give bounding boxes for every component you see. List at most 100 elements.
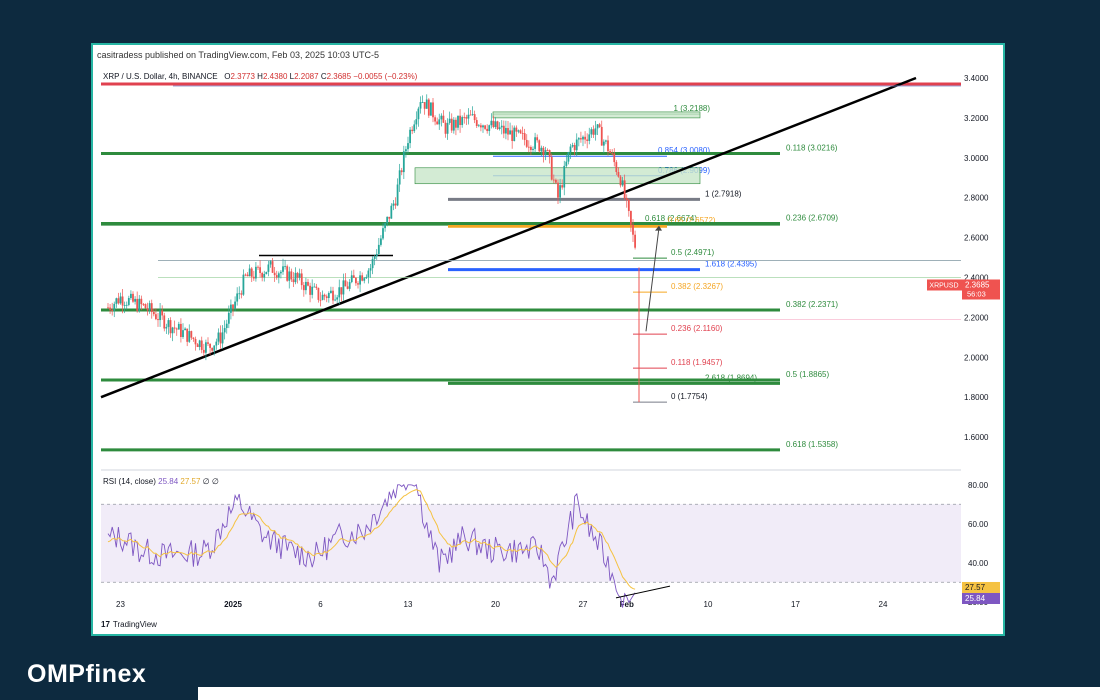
candle-body — [384, 223, 386, 229]
candle-body — [107, 307, 109, 309]
high-label: H — [257, 72, 263, 81]
candle-body — [219, 332, 222, 344]
time-tick-label: 27 — [579, 600, 588, 609]
candle-body — [198, 340, 201, 348]
price-level-label: 0.5 (2.4971) — [671, 248, 714, 257]
rsi-ma-badge — [962, 581, 1000, 593]
candle-body — [575, 139, 578, 151]
candle-body — [602, 141, 605, 146]
candle-body — [244, 274, 247, 276]
candle-body — [275, 275, 278, 278]
candle-body — [142, 304, 145, 305]
bottom-strip — [198, 687, 1100, 700]
price-level-label: 0.118 (1.9457) — [671, 358, 723, 367]
candle-body — [436, 121, 439, 125]
symbol-badge-text: XRPUSD — [929, 282, 958, 289]
candle-body — [180, 323, 182, 337]
candle-body — [621, 180, 624, 186]
price-level-label: 0.118 (3.0216) — [786, 143, 838, 152]
candle-body — [338, 287, 341, 298]
candle-body — [432, 102, 434, 118]
candle-body — [463, 117, 466, 118]
candle-body — [271, 261, 274, 273]
candle-body — [409, 129, 411, 144]
candle-body — [305, 281, 307, 291]
candle-body — [175, 328, 178, 330]
candle-body — [290, 271, 293, 280]
time-tick-label: 17 — [791, 600, 800, 609]
price-tick-label: 3.0000 — [964, 154, 989, 163]
candle-body — [494, 121, 497, 128]
candle-body — [475, 120, 478, 127]
candle-body — [252, 276, 255, 279]
low-label: L — [289, 72, 295, 81]
candle-body — [246, 274, 249, 277]
candle-body — [227, 312, 230, 324]
price-level-label: 1 (2.7918) — [705, 189, 742, 198]
rsi-tick-label: 60.00 — [968, 520, 989, 529]
candle-body — [127, 298, 130, 305]
candle-body — [138, 298, 141, 311]
candle-body — [613, 153, 616, 163]
candle-body — [459, 115, 461, 126]
candle-body — [505, 128, 507, 134]
candle-body — [502, 125, 505, 134]
time-tick-label: 6 — [318, 600, 323, 609]
candle-body — [294, 272, 297, 283]
candle-body — [163, 315, 166, 329]
high-value: 2.4380 — [262, 72, 288, 81]
candle-body — [427, 99, 430, 116]
candle-body — [125, 304, 128, 306]
supply-zone-lower — [414, 167, 701, 185]
candle-body — [536, 137, 539, 141]
candle-body — [319, 299, 322, 301]
price-tick-label: 2.4000 — [964, 274, 989, 283]
candle-body — [365, 277, 368, 279]
low-value: 2.2087 — [294, 72, 319, 81]
candle-body — [448, 118, 451, 123]
candle-body — [269, 261, 272, 265]
price-level-label: 0.618 (2.6674) — [645, 214, 697, 223]
candle-body — [611, 153, 614, 154]
candle-body — [498, 127, 501, 129]
candle-body — [267, 264, 270, 272]
candle-body — [550, 156, 553, 180]
close-value: 2.3685 — [326, 72, 352, 81]
time-tick-label: 20 — [491, 600, 500, 609]
candle-body — [344, 280, 347, 287]
candle-body — [346, 286, 349, 289]
candle-body — [538, 140, 541, 152]
candle-body — [225, 323, 228, 329]
candle-body — [121, 296, 124, 306]
candle-body — [134, 298, 136, 302]
candle-body — [405, 149, 407, 152]
candle-body — [309, 285, 311, 295]
candle-body — [627, 199, 630, 212]
candle-body — [540, 147, 543, 152]
candle-body — [421, 102, 424, 103]
candle-body — [521, 133, 524, 134]
candle-body — [623, 180, 626, 199]
candle-body — [588, 134, 591, 141]
trendline — [100, 76, 917, 399]
candle-body — [609, 151, 611, 154]
candle-body — [484, 125, 486, 129]
candle-body — [359, 275, 361, 285]
candle-body — [167, 320, 170, 327]
price-level-label: 0.382 (2.2371) — [786, 300, 838, 309]
candle-body — [573, 145, 576, 151]
symbol-badge — [927, 279, 962, 291]
candle-body — [396, 184, 399, 206]
price-chart: 3.4000 3.2000 3.0000 2.8000 2.6000 2.4000 2.20… — [100, 74, 1000, 609]
candle-body — [230, 304, 232, 313]
candle-body — [211, 347, 214, 351]
price-tick-label: 2.6000 — [964, 234, 989, 243]
rsi-badge-text: 25.84 — [965, 594, 986, 603]
candle-body — [332, 290, 334, 301]
candle-body — [369, 268, 372, 271]
rsi-badge — [962, 592, 1000, 604]
chart-frame: casitradess published on TradingView.com… — [91, 43, 1005, 636]
candle-body — [411, 129, 414, 132]
close-label: C — [320, 72, 327, 81]
candle-body — [582, 136, 584, 140]
